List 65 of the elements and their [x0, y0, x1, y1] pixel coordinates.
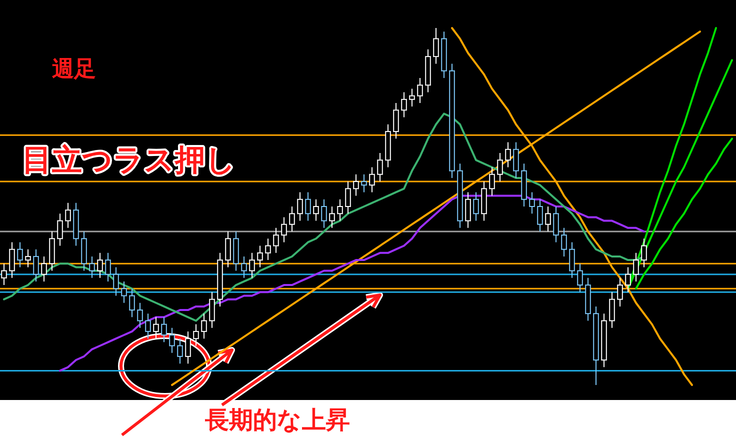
candlestick: [353, 174, 359, 196]
candlestick: [569, 242, 575, 278]
candlestick: [137, 302, 143, 328]
candlestick: [393, 102, 399, 140]
text: 週足: [52, 57, 96, 82]
candlestick: [513, 142, 519, 178]
candlestick: [361, 174, 367, 193]
candlestick: [97, 252, 103, 278]
candlestick: [89, 256, 95, 278]
candlestick: [33, 248, 39, 282]
candlestick: [105, 252, 111, 282]
candlestick: [505, 142, 511, 168]
candlestick: [465, 192, 471, 228]
candlestick: [577, 263, 583, 293]
candlestick: [177, 338, 183, 364]
candlestick: [545, 206, 551, 232]
candlestick: [265, 238, 271, 261]
candlestick: [617, 277, 623, 307]
candlestick: [633, 252, 639, 282]
candlestick: [249, 252, 255, 278]
candlestick: [369, 166, 375, 193]
candlestick: [25, 248, 31, 268]
candlestick: [553, 206, 559, 243]
candlestick: [609, 292, 615, 328]
candlestick: [561, 227, 567, 257]
candlestick: [113, 266, 119, 296]
candlestick: [409, 88, 415, 108]
candlestick: [305, 192, 311, 222]
text: 長期的な上昇: [204, 406, 350, 434]
candlestick: [433, 28, 439, 64]
candlestick: [65, 202, 71, 228]
candlestick: [209, 292, 215, 328]
candlestick: [297, 192, 303, 222]
candlestick: [41, 256, 47, 282]
candlestick: [489, 166, 495, 196]
candlestick: [145, 313, 151, 340]
candlestick: [529, 192, 535, 214]
candlestick: [329, 206, 335, 228]
candlestick: [401, 92, 407, 118]
candlestick: [625, 266, 631, 293]
candlestick: [9, 242, 15, 278]
candlestick: [497, 152, 503, 182]
candlestick: [377, 152, 383, 182]
candlestick: [17, 242, 23, 268]
candlestick: [473, 192, 479, 222]
candlestick: [225, 230, 231, 268]
candlestick: [289, 206, 295, 232]
candlestick: [345, 181, 351, 214]
candlestick: [641, 238, 647, 268]
candlestick: [241, 256, 247, 278]
candlestick: [169, 327, 175, 354]
candlestick: [313, 198, 319, 222]
candlestick: [129, 288, 135, 318]
candlestick: [161, 316, 167, 343]
candlestick: [537, 198, 543, 232]
candlestick: [121, 280, 127, 304]
candlestick: [273, 227, 279, 254]
candlestick: [417, 77, 423, 104]
candlestick: [321, 198, 327, 228]
candlestick: [257, 245, 263, 268]
candlestick: [57, 213, 63, 246]
candlestick: [337, 198, 343, 222]
candlestick: [201, 313, 207, 340]
annotation: 目立つラス押し: [22, 143, 236, 178]
candlestick: [281, 216, 287, 243]
